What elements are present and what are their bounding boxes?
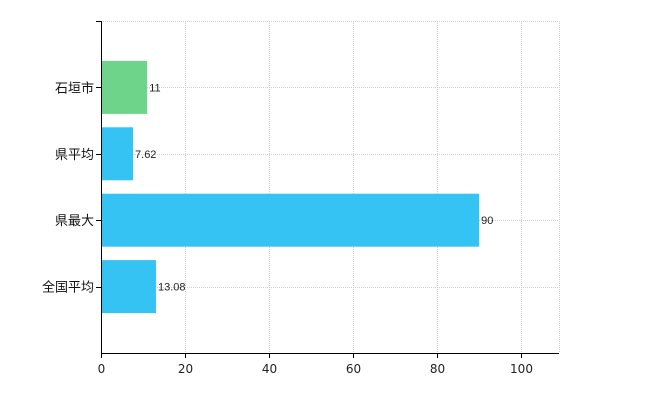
grid	[101, 21, 560, 353]
category-label-4: 全国平均	[42, 280, 94, 296]
x-tick-label-5: 80	[430, 362, 445, 376]
category-label-1: 石垣市	[55, 80, 94, 96]
data-label-1: 11	[149, 82, 160, 94]
data-label-3: 90	[481, 215, 493, 227]
labels: 11 石垣市 7.62 県平均 90 県最大 13.08 全国平均 0 20 40 60 80 100	[42, 21, 533, 376]
x-tick-label-3: 40	[262, 362, 277, 376]
bar-2	[102, 127, 134, 181]
category-label-2: 県平均	[55, 148, 94, 163]
bar-3	[102, 193, 480, 247]
data-label-4: 13.08	[158, 282, 186, 294]
x-tick-label-2: 20	[178, 362, 193, 376]
data-label-2: 7.62	[135, 149, 156, 161]
x-tick-label-1: 0	[98, 362, 106, 376]
bars	[102, 60, 480, 314]
x-tick-label-6: 100	[510, 362, 533, 376]
x-tick-label-4: 60	[346, 362, 361, 376]
bar-1	[102, 60, 148, 114]
category-label-3: 県最大	[55, 214, 94, 229]
axes	[101, 21, 559, 354]
bar-4	[102, 260, 156, 314]
